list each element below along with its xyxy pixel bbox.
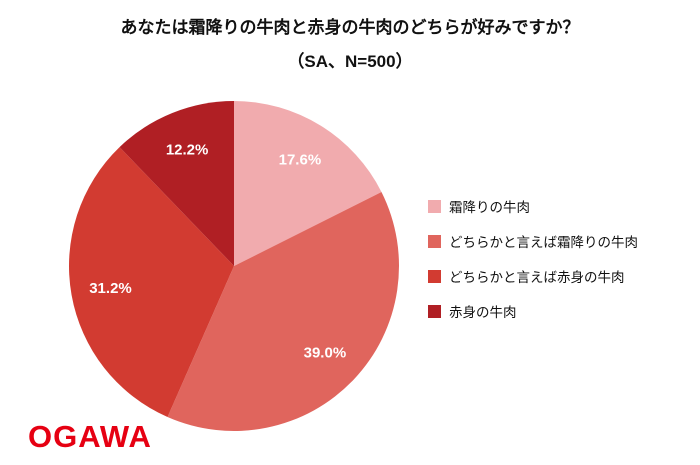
pie-slice-3	[119, 101, 234, 266]
pie-slice-label-3: 12.2%	[166, 142, 209, 159]
ogawa-logo: OGAWA	[28, 419, 152, 455]
legend-label-0: 霜降りの牛肉	[449, 200, 530, 215]
pie-slice-label-2: 31.2%	[89, 280, 132, 297]
legend-item-2: どちらかと言えば赤身の牛肉	[428, 266, 638, 286]
legend-item-3: 赤身の牛肉	[428, 301, 638, 321]
legend-swatch-1	[428, 234, 441, 248]
pie-chart-svg: 17.6% 39.0% 31.2% 12.2%	[69, 101, 399, 431]
legend-swatch-3	[428, 304, 441, 318]
pie-slice-label-0: 17.6%	[279, 151, 322, 168]
chart-subtitle: （SA、N=500）	[287, 51, 413, 71]
chart-title: あなたは霜降りの牛肉と赤身の牛肉のどちらが好みですか？	[120, 18, 580, 37]
legend: 霜降りの牛肉どちらかと言えば霜降りの牛肉 どちらかと言えば赤身の牛肉 赤身の牛肉	[428, 196, 638, 321]
legend-label-3: 赤身の牛肉	[449, 305, 517, 320]
pie-slice-2	[69, 147, 235, 418]
legend-label-1: どちらかと言えば霜降りの牛肉	[449, 235, 638, 250]
pie-slice-label-1: 39.0%	[304, 344, 347, 361]
pie-slice-0	[234, 101, 382, 266]
legend-label-2: どちらかと言えば赤身の牛肉	[449, 270, 625, 285]
legend-swatch-2	[428, 269, 441, 283]
legend-item-0: 霜降りの牛肉	[428, 196, 638, 216]
pie-slice-1	[167, 192, 399, 431]
legend-item-1: どちらかと言えば霜降りの牛肉	[428, 231, 638, 251]
pie-chart: 17.6% 39.0% 31.2% 12.2%	[28, 96, 440, 436]
legend-swatch-0	[428, 199, 441, 213]
